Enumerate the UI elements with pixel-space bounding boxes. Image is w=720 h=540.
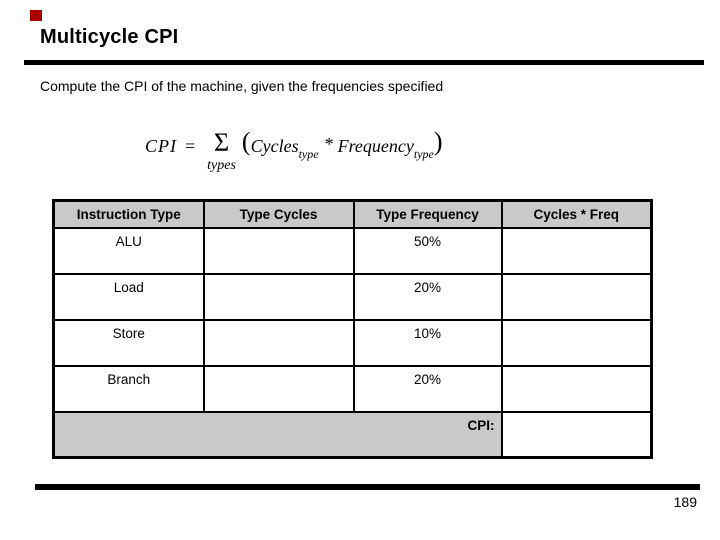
formula-term-frequency: Frequency xyxy=(337,136,414,156)
formula-open-paren: ( xyxy=(241,127,251,156)
table-row: Load 20% xyxy=(52,272,653,321)
header-type-cycles: Type Cycles xyxy=(202,199,355,229)
red-accent-square xyxy=(30,10,42,21)
slide-subtitle: Compute the CPI of the machine, given th… xyxy=(40,78,444,94)
header-type-frequency: Type Frequency xyxy=(352,199,503,229)
page-number: 189 xyxy=(673,494,697,510)
cell-instruction-type: Branch xyxy=(52,364,205,413)
cell-type-cycles xyxy=(202,226,355,275)
cell-type-cycles xyxy=(202,364,355,413)
cell-type-cycles xyxy=(202,272,355,321)
cell-cycles-freq xyxy=(500,272,653,321)
cell-type-frequency: 10% xyxy=(352,318,503,367)
formula-term-cycles: Cycles xyxy=(250,136,299,156)
table-row: ALU 50% xyxy=(52,226,653,275)
cell-cycles-freq xyxy=(500,226,653,275)
cell-instruction-type: ALU xyxy=(52,226,205,275)
cpi-label-cell: CPI: xyxy=(52,410,503,459)
sigma-subscript: types xyxy=(207,158,236,173)
formula-lhs: CPI xyxy=(145,136,177,156)
cpi-value-cell xyxy=(500,410,653,459)
header-cycles-freq: Cycles * Freq xyxy=(500,199,653,229)
cell-type-frequency: 20% xyxy=(352,272,503,321)
formula-term-cycles-subscript: type xyxy=(298,147,319,161)
header-instruction-type: Instruction Type xyxy=(52,199,205,229)
page-title: Multicycle CPI xyxy=(40,26,179,48)
cell-type-cycles xyxy=(202,318,355,367)
title-divider-line xyxy=(24,60,704,65)
formula-close-paren: ) xyxy=(433,127,443,156)
table-footer-row: CPI: xyxy=(52,410,653,459)
table-row: Store 10% xyxy=(52,318,653,367)
cell-instruction-type: Store xyxy=(52,318,205,367)
sigma-symbol: Σ xyxy=(213,128,230,157)
formula-term-frequency-subscript: type xyxy=(413,147,434,161)
cell-cycles-freq xyxy=(500,318,653,367)
cpi-table: Instruction Type Type Cycles Type Freque… xyxy=(52,199,653,459)
table-header-row: Instruction Type Type Cycles Type Freque… xyxy=(52,199,653,229)
cpi-formula: CPI = Σ types ( Cycles type * Frequency … xyxy=(145,126,443,174)
cell-instruction-type: Load xyxy=(52,272,205,321)
formula-equals-sign: = xyxy=(185,136,196,156)
cell-type-frequency: 20% xyxy=(352,364,503,413)
formula-multiply-sign: * xyxy=(324,134,334,154)
footer-divider-line xyxy=(35,484,700,490)
cell-type-frequency: 50% xyxy=(352,226,503,275)
formula-summation: Σ types xyxy=(207,130,236,174)
table-row: Branch 20% xyxy=(52,364,653,413)
cell-cycles-freq xyxy=(500,364,653,413)
